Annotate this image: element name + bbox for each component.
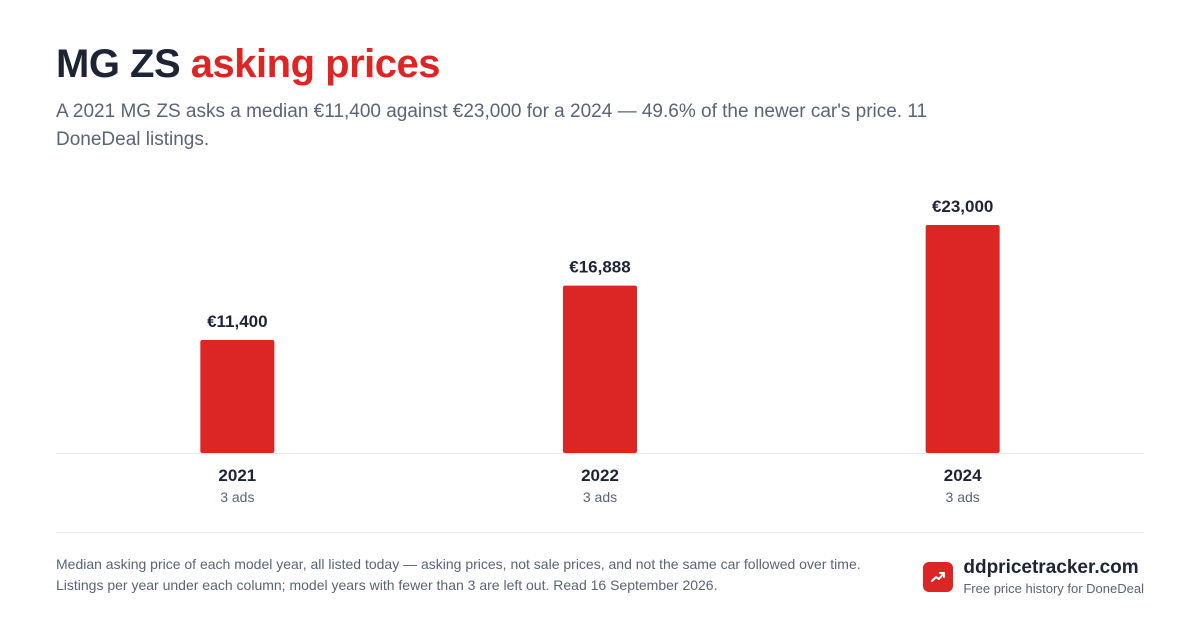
category-label-2021: 2021: [218, 466, 256, 485]
title-main: MG ZS: [56, 42, 181, 86]
brand-tagline: Free price history for DoneDeal: [963, 581, 1144, 596]
count-label-2022: 3 ads: [583, 489, 617, 505]
trend-up-icon: [923, 562, 954, 592]
value-label-2024: €23,000: [932, 197, 993, 216]
category-label-2024: 2024: [944, 466, 982, 485]
value-label-2021: €11,400: [207, 312, 268, 331]
bar-2021: [200, 339, 275, 453]
brand-block[interactable]: ddpricetracker.com Free price history fo…: [923, 556, 1144, 598]
chart-title: MG ZS asking prices: [56, 38, 440, 90]
count-label-2024: 3 ads: [946, 489, 980, 505]
chart-subtitle: A 2021 MG ZS asks a median €11,400 again…: [56, 101, 928, 150]
bar-2024: [925, 225, 1000, 453]
bar-2022: [563, 285, 637, 453]
footer-divider: [56, 532, 1144, 533]
value-label-2022: €16,888: [569, 258, 630, 277]
footnote: Median asking price of each model year, …: [56, 556, 861, 593]
brand-name: ddpricetracker.com: [963, 557, 1139, 578]
category-label-2022: 2022: [581, 466, 619, 485]
title-accent: asking prices: [190, 42, 441, 86]
count-label-2021: 3 ads: [220, 489, 254, 505]
